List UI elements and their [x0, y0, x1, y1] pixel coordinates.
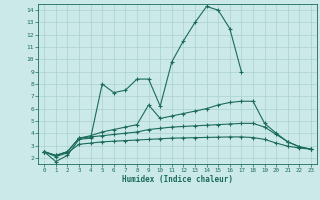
X-axis label: Humidex (Indice chaleur): Humidex (Indice chaleur)	[122, 175, 233, 184]
